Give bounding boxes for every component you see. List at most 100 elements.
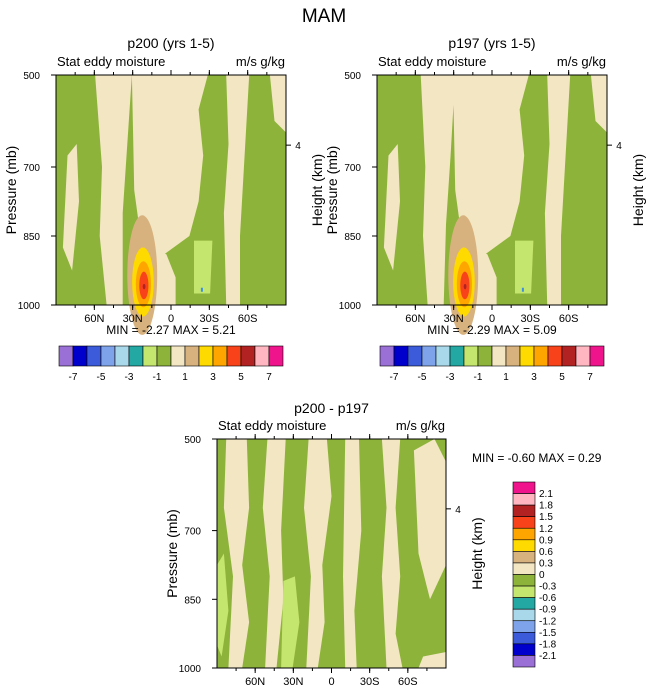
- y-right-tick-label: 4: [455, 505, 461, 516]
- x-tick-label: 0: [328, 676, 334, 688]
- colorbar-label: 0.9: [539, 535, 553, 546]
- colorbar-label: 0.3: [539, 558, 553, 569]
- min-max-label: MIN = -2.27 MAX = 5.21: [106, 323, 236, 337]
- x-tick-label: 60N: [245, 676, 265, 688]
- colorbar-label: 5: [238, 372, 244, 383]
- x-tick-label: 0: [489, 313, 495, 325]
- colorbar-swatch: [512, 608, 536, 622]
- colorbar-swatch: [58, 345, 74, 367]
- colorbar-label: -1.5: [539, 628, 557, 639]
- colorbar-label: -1.8: [539, 639, 557, 650]
- colorbar-swatch: [519, 345, 535, 367]
- colorbar-label: 2.1: [539, 489, 553, 500]
- x-tick-label: 60S: [559, 313, 579, 325]
- chart-title: p197 (yrs 1-5): [448, 35, 535, 51]
- contour-band-dark-red: [463, 283, 467, 290]
- y-tick-label: 1000: [339, 301, 362, 312]
- colorbar-swatch: [86, 345, 102, 367]
- colorbar-swatch: [170, 345, 186, 367]
- y-axis-label: Pressure (mb): [3, 146, 19, 235]
- colorbar-swatch: [512, 562, 536, 575]
- colorbar-swatch: [421, 345, 437, 367]
- colorbar-label: -1: [153, 372, 162, 383]
- page-title: MAM: [302, 6, 346, 27]
- x-tick-label: 30S: [200, 313, 220, 325]
- contour-band-tan: [343, 439, 362, 668]
- colorbar-swatch: [268, 345, 284, 367]
- colorbar-label: -1.2: [539, 616, 557, 627]
- colorbar-swatch: [156, 345, 172, 367]
- contour-band-tan: [95, 75, 132, 305]
- colorbar-swatch: [142, 345, 158, 367]
- colorbar-label: 7: [587, 372, 593, 383]
- colorbar-label: -1: [474, 372, 483, 383]
- contour-band-tan: [223, 439, 250, 668]
- colorbar-label: 1.5: [539, 512, 553, 523]
- colorbar-label: -7: [390, 372, 399, 383]
- contour-band-tan: [452, 75, 529, 255]
- colorbar-label: 3: [531, 372, 537, 383]
- colorbar-swatch: [114, 345, 130, 367]
- contour-band-tan: [131, 75, 208, 255]
- contour-band-tan: [544, 75, 571, 305]
- right-label: m/s g/kg: [396, 418, 445, 433]
- colorbar-swatch: [449, 345, 465, 367]
- x-tick-label: 30N: [123, 313, 143, 325]
- colorbar-swatch: [547, 345, 563, 367]
- y-tick-label: 850: [184, 595, 201, 606]
- colorbar-label: -5: [97, 372, 106, 383]
- colorbar-label: -2.1: [539, 651, 557, 662]
- x-tick-label: 30N: [283, 676, 303, 688]
- colorbar-label: -0.3: [539, 582, 557, 593]
- colorbar-swatch: [212, 345, 228, 367]
- colorbar-label: 1.8: [539, 501, 553, 512]
- x-tick-label: 60S: [398, 676, 418, 688]
- right-label: m/s g/kg: [236, 54, 285, 69]
- contour-band-light-green: [515, 240, 534, 294]
- colorbar-swatch: [512, 551, 536, 564]
- contour-band-tan: [269, 75, 286, 133]
- contour-band-tan: [304, 439, 332, 668]
- y-right-axis-label: Height (km): [309, 154, 325, 226]
- contour-band-dark-red: [142, 283, 146, 290]
- colorbar-swatch: [407, 345, 423, 367]
- y-right-tick-label: 4: [295, 141, 301, 152]
- contour-band-tan: [381, 439, 403, 668]
- contour-band-light-green: [217, 553, 229, 657]
- y-tick-label: 700: [184, 527, 201, 538]
- y-axis-label: Pressure (mb): [164, 509, 180, 598]
- right-label: m/s g/kg: [557, 54, 606, 69]
- contour-band-tan: [590, 75, 607, 133]
- colorbar-label: -0.9: [539, 605, 557, 616]
- left-label: Stat eddy moisture: [57, 54, 165, 69]
- colorbar-swatch: [393, 345, 409, 367]
- colorbar-label: 3: [210, 372, 216, 383]
- colorbar-swatch: [128, 345, 144, 367]
- colorbar-swatch: [575, 345, 591, 367]
- colorbar-swatch: [561, 345, 577, 367]
- min-max-label: MIN = -0.60 MAX = 0.29: [472, 451, 602, 465]
- colorbar-swatch: [512, 597, 536, 610]
- y-axis-label: Pressure (mb): [324, 146, 340, 235]
- colorbar-label: 1: [503, 372, 509, 383]
- colorbar-label: 1: [182, 372, 188, 383]
- y-tick-label: 1000: [18, 301, 41, 312]
- colorbar-swatch: [589, 345, 605, 367]
- colorbar-label: -0.6: [539, 593, 557, 604]
- min-max-label: MIN = -2.29 MAX = 5.09: [427, 323, 557, 337]
- colorbar-label: -3: [446, 372, 455, 383]
- x-tick-label: 60N: [405, 313, 425, 325]
- colorbar-label: -7: [69, 372, 78, 383]
- contour-band-blue: [521, 287, 524, 292]
- colorbar-swatch: [184, 345, 200, 367]
- x-tick-label: 60N: [84, 313, 104, 325]
- colorbar-swatch: [512, 527, 536, 541]
- contour-band-tan: [262, 439, 286, 668]
- colorbar-swatch: [254, 345, 270, 367]
- colorbar-swatch: [477, 345, 493, 367]
- colorbar-label: 5: [559, 372, 565, 383]
- colorbar-swatch: [505, 345, 521, 367]
- colorbar-swatch: [512, 632, 536, 645]
- colorbar-swatch: [512, 620, 536, 633]
- colorbar-swatch: [512, 516, 536, 529]
